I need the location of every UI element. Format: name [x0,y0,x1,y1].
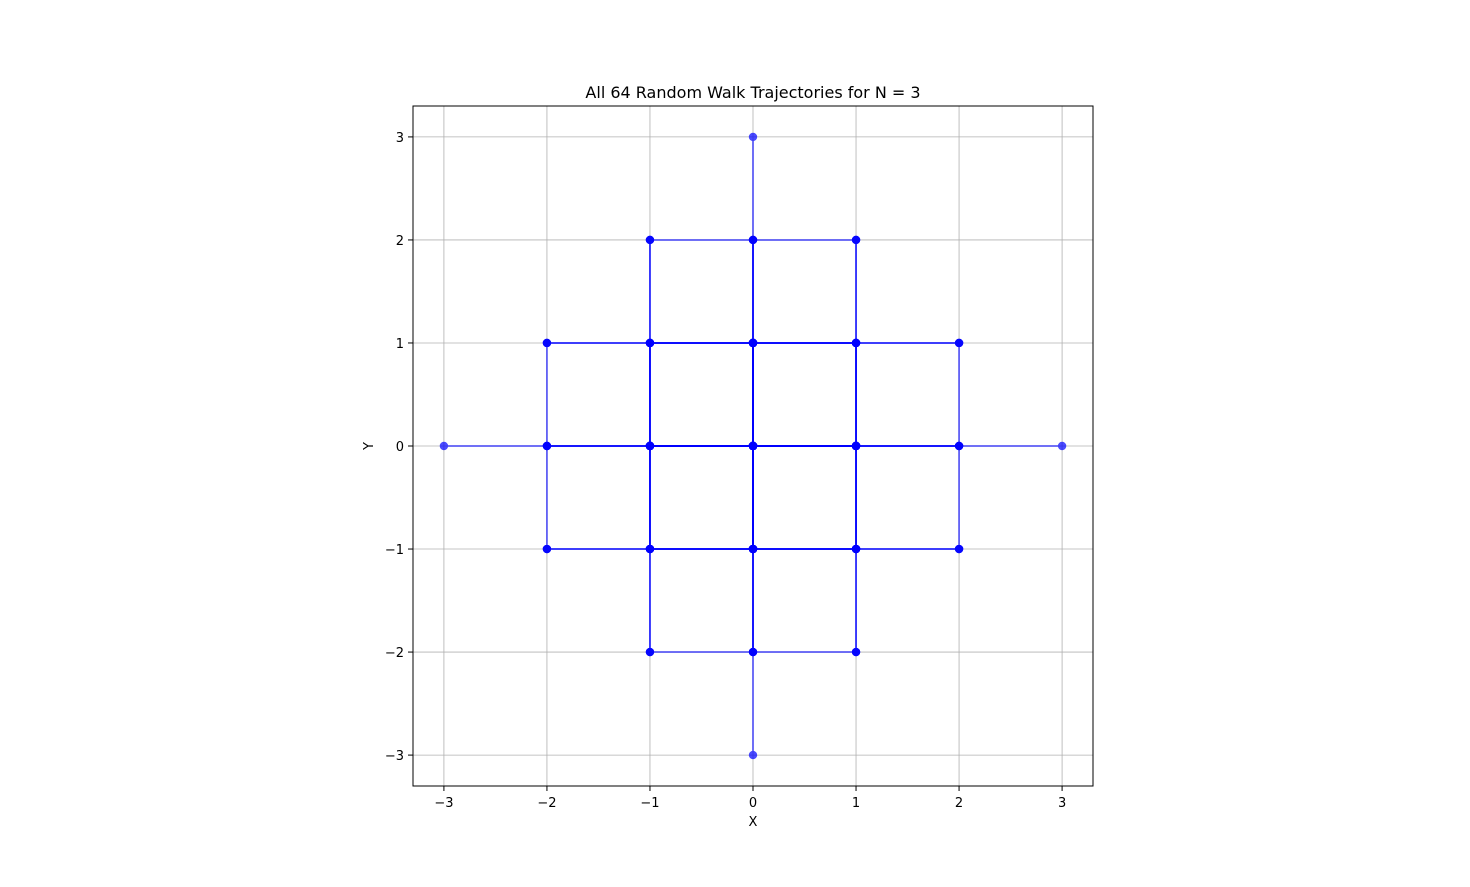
trajectory-point [748,544,758,554]
trajectory-line [649,342,753,447]
trajectory-point [645,235,655,245]
chart-title: All 64 Random Walk Trajectories for N = … [585,83,920,102]
trajectory-line [649,445,754,550]
trajectory-line [753,445,857,550]
y-tick-label: −3 [385,749,404,764]
trajectory-line [649,445,754,550]
trajectory-line [649,342,754,446]
trajectory-line [752,342,857,447]
trajectory [645,441,758,554]
trajectory [748,338,861,451]
trajectory-point [645,647,655,657]
trajectory [748,441,861,554]
y-tick-label: 2 [396,234,404,249]
trajectory-line [752,446,857,550]
trajectory-point [748,338,758,348]
y-tick-label: 1 [396,337,404,352]
trajectory-line [752,342,857,447]
trajectory [645,441,758,554]
trajectory-point [851,235,861,245]
trajectory-point [748,750,758,760]
x-tick-label: 2 [955,796,963,811]
trajectory [748,441,861,554]
trajectory [645,441,758,657]
trajectory [748,441,861,554]
trajectory-line [649,446,754,550]
trajectory-point [954,338,964,348]
trajectory-point [645,544,655,554]
x-axis-label: X [749,815,758,830]
trajectory-point [542,441,552,451]
trajectory-line [649,445,753,550]
trajectory [645,338,758,451]
trajectory-line [753,342,857,447]
trajectory [645,441,758,554]
trajectory-point [954,544,964,554]
trajectory-line [649,342,754,446]
trajectory-line [752,342,857,446]
trajectory-point [954,441,964,451]
trajectory [748,441,861,657]
trajectory-point [439,441,449,451]
x-tick-label: 1 [852,796,860,811]
trajectory [748,441,861,554]
trajectory [645,338,758,451]
trajectory [748,441,861,554]
y-tick-label: 3 [396,131,404,146]
trajectory [748,338,861,451]
ticks-layer: −3 −2 −1 0 1 2 3 −3 −2 −1 0 1 2 3 [385,131,1066,811]
trajectory [645,338,758,451]
trajectory-line [649,342,753,447]
trajectory-line [753,342,857,447]
y-axis-label: Y [362,442,377,451]
trajectory [645,441,758,554]
trajectory [645,338,758,451]
trajectory [645,441,758,554]
trajectory-point [851,544,861,554]
trajectory [748,338,861,451]
trajectory-point [645,441,655,451]
trajectory-line [752,445,857,550]
y-tick-label: −1 [385,543,404,558]
trajectory-line [649,342,754,447]
trajectory-line [752,446,857,653]
trajectory-line [649,342,754,447]
trajectory-point [748,235,758,245]
trajectory [748,338,861,451]
trajectory [748,338,861,451]
trajectory-point [851,338,861,348]
y-tick-label: 0 [396,440,404,455]
trajectory [748,338,861,451]
trajectory-line [752,446,857,550]
trajectory [645,441,758,554]
trajectory [645,338,758,451]
trajectory-point [851,647,861,657]
trajectory-point [1057,441,1067,451]
trajectory [645,338,758,451]
trajectory [748,441,758,760]
trajectory-line [649,446,754,653]
trajectory-point [645,338,655,348]
trajectories-layer [439,132,1067,760]
trajectory-line [752,342,857,446]
trajectory-line [752,445,857,550]
y-tick-label: −2 [385,646,404,661]
x-tick-label: −3 [434,796,453,811]
x-tick-label: −2 [537,796,556,811]
trajectory-line [649,445,753,550]
trajectory-point [542,338,552,348]
x-tick-label: −1 [640,796,659,811]
trajectory-point [542,544,552,554]
trajectory-point [748,647,758,657]
x-tick-label: 0 [749,796,757,811]
trajectory-point [851,441,861,451]
trajectory [748,441,861,554]
trajectory-line [753,445,857,550]
trajectory-point [748,132,758,142]
trajectory-point [748,441,758,451]
trajectory-line [649,446,754,550]
x-tick-label: 3 [1058,796,1066,811]
